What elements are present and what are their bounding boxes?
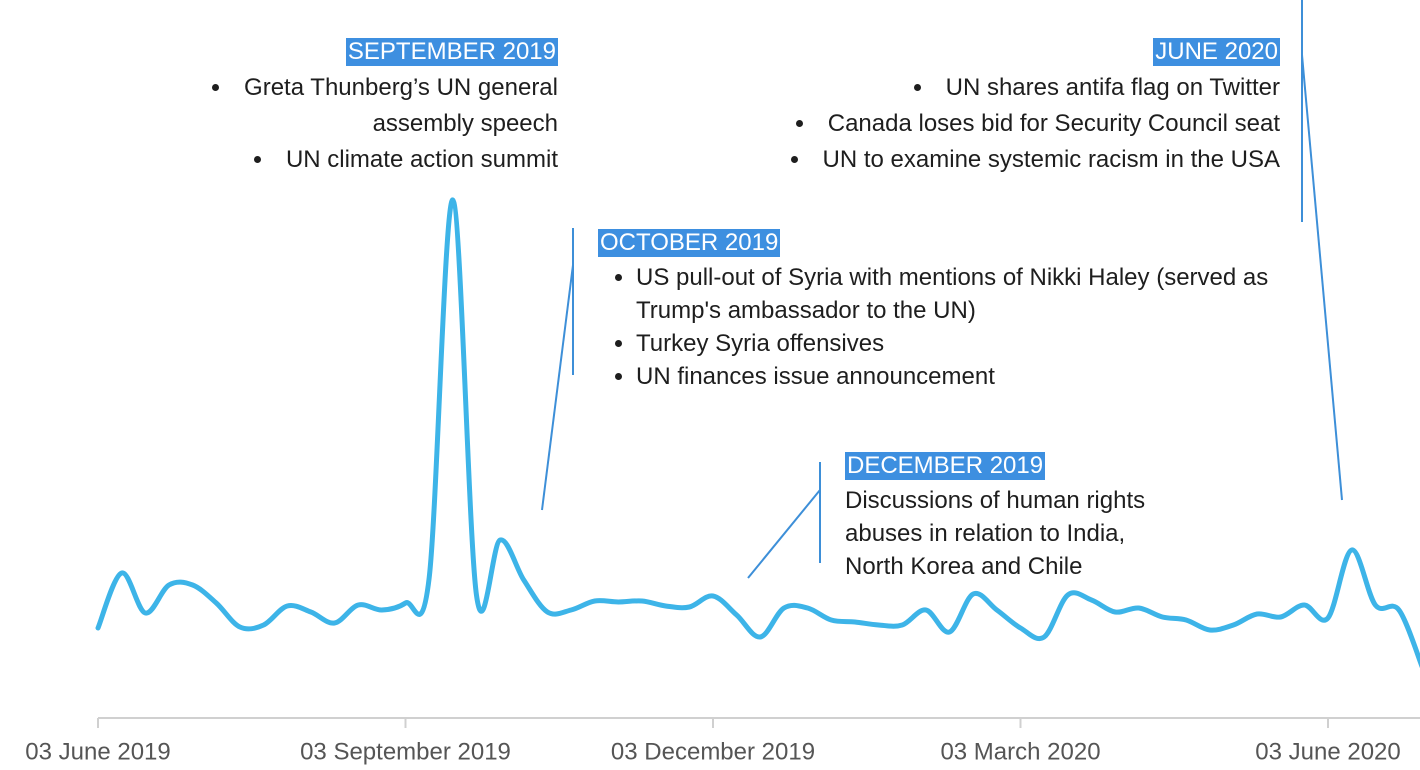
annotation: DECEMBER 2019 Discussions of human right… bbox=[845, 448, 1225, 583]
leader-line bbox=[747, 489, 821, 579]
annotation-item: UN shares antifa flag on Twitter bbox=[680, 70, 1280, 106]
x-tick-label: 03 March 2020 bbox=[940, 738, 1100, 765]
annotation-title: JUNE 2020 bbox=[1153, 38, 1280, 66]
annotation: SEPTEMBER 2019 Greta Thunberg’s UN gener… bbox=[140, 34, 558, 178]
leader-line bbox=[541, 264, 574, 511]
x-tick-label: 03 June 2019 bbox=[25, 738, 170, 765]
annotation-item: UN to examine systemic racism in the USA bbox=[680, 142, 1280, 178]
annotation-title: SEPTEMBER 2019 bbox=[345, 38, 558, 66]
annotation: OCTOBER 2019 US pull-out of Syria with m… bbox=[598, 225, 1288, 393]
annotation: JUNE 2020 UN shares antifa flag on Twitt… bbox=[680, 34, 1280, 178]
annotation-list: UN shares antifa flag on Twitter Canada … bbox=[680, 70, 1280, 178]
annotation-line: abuses in relation to India, bbox=[845, 520, 1126, 547]
annotation-item: UN climate action summit bbox=[140, 142, 558, 178]
annotation-list: Greta Thunberg’s UN general assembly spe… bbox=[140, 70, 558, 178]
annotation-line: Discussions of human rights bbox=[845, 487, 1146, 514]
annotation-title: OCTOBER 2019 bbox=[598, 229, 781, 257]
annotation-item: Canada loses bid for Security Council se… bbox=[680, 106, 1280, 142]
annotation-item: Greta Thunberg’s UN general assembly spe… bbox=[140, 70, 558, 142]
x-tick-label: 03 December 2019 bbox=[611, 738, 815, 765]
annotation-item: UN finances issue announcement bbox=[636, 360, 1288, 393]
annotation-item: US pull-out of Syria with mentions of Ni… bbox=[636, 261, 1288, 327]
leader-lines bbox=[541, 0, 1343, 579]
line bbox=[95, 197, 1420, 669]
x-tick-label: 03 June 2020 bbox=[1255, 738, 1400, 765]
x-tick-label: 03 September 2019 bbox=[300, 738, 511, 765]
leader-line bbox=[1301, 54, 1343, 501]
annotation-title: DECEMBER 2019 bbox=[845, 452, 1046, 480]
annotation-list: US pull-out of Syria with mentions of Ni… bbox=[598, 261, 1288, 393]
annotation-item: Turkey Syria offensives bbox=[636, 327, 1288, 360]
annotation-line: North Korea and Chile bbox=[845, 553, 1083, 580]
